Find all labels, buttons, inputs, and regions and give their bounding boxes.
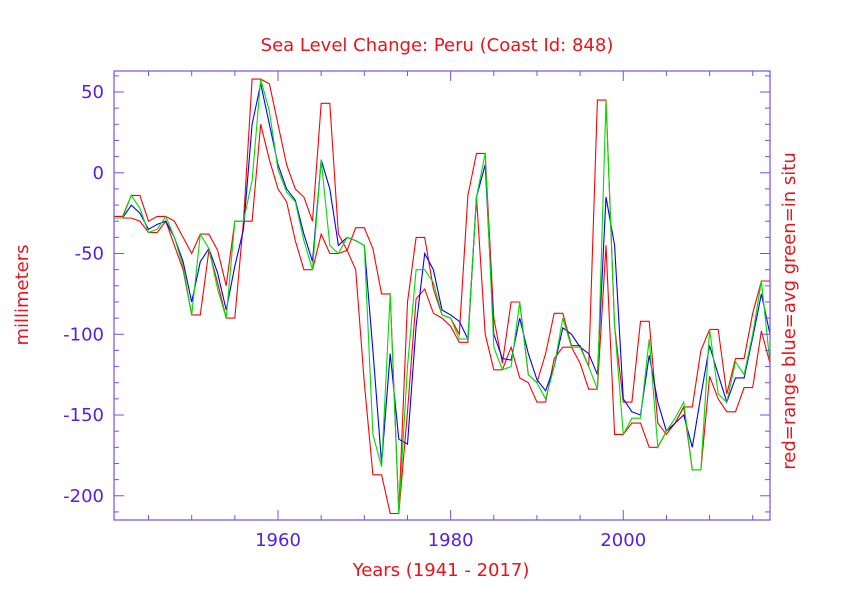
chart-title: Sea Level Change: Peru (Coast Id: 848) bbox=[261, 35, 614, 56]
y-tick-label: 0 bbox=[93, 163, 104, 184]
y-tick-label: 50 bbox=[81, 82, 104, 103]
y-tick-label: -50 bbox=[75, 244, 104, 265]
series-key-label: red=range blue=avg green=in situ bbox=[779, 152, 800, 470]
x-axis-label: Years (1941 - 2017) bbox=[352, 560, 530, 581]
series-line-range-lower bbox=[114, 124, 771, 515]
x-tick-label: 2000 bbox=[600, 530, 646, 551]
tick-layer: 1960 1980 2000 50 0 -50 -100 -150 -200 bbox=[63, 71, 770, 551]
y-tick-label: -150 bbox=[63, 405, 104, 426]
series-line-range-upper bbox=[114, 78, 770, 512]
axes-layer bbox=[113, 70, 771, 521]
x-tick-label: 1980 bbox=[428, 530, 474, 551]
series-line-in-situ bbox=[114, 78, 771, 514]
plot-frame bbox=[113, 70, 771, 521]
series-layer bbox=[114, 78, 771, 515]
y-axis-label: millimeters bbox=[12, 244, 33, 345]
series-line-avg bbox=[114, 83, 771, 464]
y-tick-label: -200 bbox=[63, 486, 104, 507]
y-tick-label: -100 bbox=[63, 324, 104, 345]
x-tick-label: 1960 bbox=[255, 530, 301, 551]
